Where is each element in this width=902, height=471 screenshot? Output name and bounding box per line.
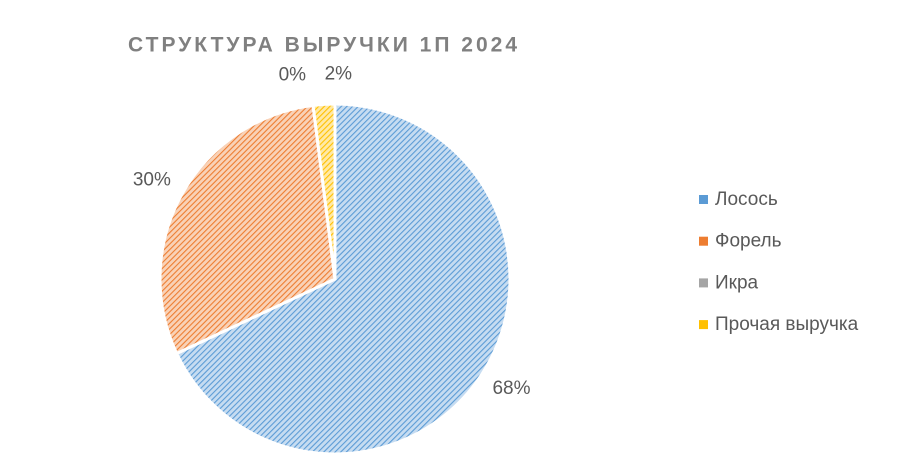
legend-label: Прочая выручка [715, 314, 859, 335]
data-label: 68% [492, 378, 530, 399]
chart-title: СТРУКТУРА ВЫРУЧКИ 1П 2024 [128, 34, 520, 57]
legend-label: Форель [715, 231, 782, 252]
legend-label: Лосось [715, 189, 778, 210]
legend-swatch [699, 236, 708, 246]
legend-swatch [699, 278, 708, 288]
data-label: 2% [325, 63, 353, 84]
legend-label: Икра [715, 272, 759, 293]
pie-slice [311, 102, 337, 280]
legend-swatch [699, 195, 708, 204]
data-label: 0% [279, 65, 307, 86]
pie-slice [174, 102, 512, 456]
legend-swatch [699, 320, 708, 330]
pie-slice [158, 103, 337, 356]
data-label: 30% [133, 169, 171, 190]
